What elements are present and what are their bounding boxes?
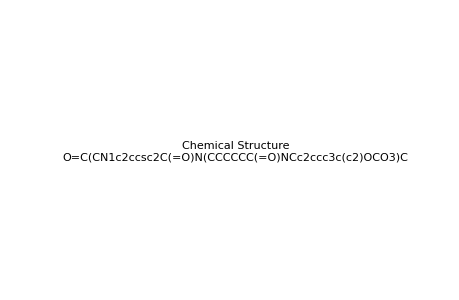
Text: Chemical Structure
O=C(CN1c2ccsc2C(=O)N(CCCCCC(=O)NCc2ccc3c(c2)OCO3)C: Chemical Structure O=C(CN1c2ccsc2C(=O)N(… <box>63 141 408 162</box>
